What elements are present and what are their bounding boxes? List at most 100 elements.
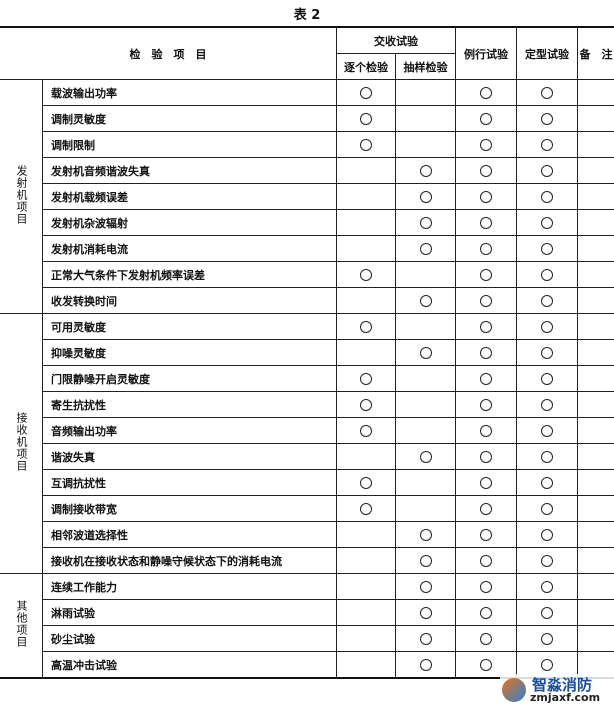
table-row: 发射机消耗电流 (0, 235, 614, 262)
item-name: 调制接收带宽 (42, 495, 338, 522)
cell-remarks (577, 313, 614, 340)
circle-mark-icon (541, 243, 554, 255)
circle-mark-icon (419, 243, 432, 255)
table-row: 高温冲击试验 (0, 651, 614, 679)
circle-mark-icon (541, 347, 554, 359)
cell-sampling (395, 443, 457, 470)
circle-mark-icon (480, 87, 493, 99)
table-row: 发射机项目 载波输出功率 (0, 79, 614, 314)
table-row: 其他项目 连续工作能力 (0, 573, 614, 679)
item-name: 连续工作能力 (41, 573, 338, 600)
cell-individual (336, 183, 397, 210)
circle-mark-icon (541, 607, 554, 619)
circle-mark-icon (480, 269, 493, 281)
cell-sampling (395, 391, 457, 418)
cell-sampling (395, 183, 457, 210)
cell-remarks (577, 209, 614, 236)
cell-individual (336, 391, 397, 418)
item-name: 互调抗扰性 (42, 469, 338, 496)
group-cell: 其他项目 (0, 573, 43, 679)
table-row: 互调抗扰性 (0, 469, 614, 496)
table-row: 音频输出功率 (0, 417, 614, 444)
cell-remarks (577, 547, 614, 574)
cell-routine (455, 157, 518, 184)
circle-mark-icon (480, 165, 493, 177)
cell-routine (455, 183, 518, 210)
watermark-url: zmjaxf.com (530, 691, 601, 704)
item-name: 寄生抗扰性 (42, 391, 338, 418)
table-row: 发射机杂波辐射 (0, 209, 614, 236)
cell-type (516, 261, 579, 288)
cell-routine (455, 469, 518, 496)
cell-remarks (577, 79, 614, 106)
circle-mark-icon (360, 113, 373, 125)
table-row: 调制灵敏度 (0, 105, 614, 132)
circle-mark-icon (480, 607, 493, 619)
circle-mark-icon (541, 581, 554, 593)
cell-type (516, 417, 579, 444)
cell-individual (336, 625, 397, 652)
group-label: 接收机项目 (15, 412, 28, 472)
inspection-table: 检 验 项 目 交收试验 例行试验 定型试验 备 注 逐个检验 抽样检验 发射机… (0, 26, 614, 679)
cell-remarks (577, 391, 614, 418)
circle-mark-icon (480, 581, 493, 593)
cell-type (516, 339, 579, 366)
cell-remarks (577, 235, 614, 262)
cell-sampling (395, 157, 457, 184)
cell-remarks (577, 339, 614, 366)
cell-sampling (395, 417, 457, 444)
circle-mark-icon (541, 503, 554, 515)
circle-mark-icon (480, 503, 493, 515)
circle-mark-icon (360, 503, 373, 515)
cell-type (516, 105, 579, 132)
cell-sampling (395, 313, 457, 340)
circle-mark-icon (541, 217, 554, 229)
circle-mark-icon (480, 425, 493, 437)
cell-type (516, 183, 579, 210)
cell-individual (336, 651, 397, 679)
cell-individual (336, 365, 397, 392)
circle-mark-icon (480, 191, 493, 203)
item-name: 音频输出功率 (42, 417, 338, 444)
table-row: 接收机在接收状态和静噪守候状态下的消耗电流 (0, 547, 614, 574)
circle-mark-icon (480, 451, 493, 463)
item-name: 淋雨试验 (42, 599, 338, 626)
cell-sampling (395, 495, 457, 522)
header-acceptance: 交收试验 (336, 26, 457, 54)
cell-remarks (577, 261, 614, 288)
header-routine: 例行试验 (455, 26, 518, 80)
cell-remarks (577, 183, 614, 210)
cell-individual (336, 443, 397, 470)
cell-remarks (577, 599, 614, 626)
item-name: 抑噪灵敏度 (42, 339, 338, 366)
cell-remarks (577, 625, 614, 652)
circle-mark-icon (419, 607, 432, 619)
group-label: 其他项目 (15, 600, 28, 648)
cell-sampling (395, 651, 457, 679)
circle-mark-icon (419, 555, 432, 567)
cell-routine (455, 79, 518, 106)
cell-remarks (577, 105, 614, 132)
cell-sampling (395, 625, 457, 652)
circle-mark-icon (541, 425, 554, 437)
cell-type (516, 209, 579, 236)
circle-mark-icon (419, 191, 432, 203)
circle-mark-icon (541, 191, 554, 203)
cell-type (516, 79, 579, 106)
cell-individual (336, 287, 397, 314)
circle-mark-icon (419, 529, 432, 541)
group-label: 发射机项目 (15, 165, 28, 225)
circle-mark-icon (360, 373, 373, 385)
cell-type (516, 495, 579, 522)
cell-remarks (577, 469, 614, 496)
circle-mark-icon (480, 529, 493, 541)
circle-mark-icon (541, 555, 554, 567)
table-row: 淋雨试验 (0, 599, 614, 626)
circle-mark-icon (541, 139, 554, 151)
circle-mark-icon (541, 477, 554, 489)
header-type: 定型试验 (516, 26, 579, 80)
cell-remarks (577, 157, 614, 184)
circle-mark-icon (360, 399, 373, 411)
table-row: 相邻波道选择性 (0, 521, 614, 548)
table-row: 接收机项目 可用灵敏度 (0, 313, 614, 574)
